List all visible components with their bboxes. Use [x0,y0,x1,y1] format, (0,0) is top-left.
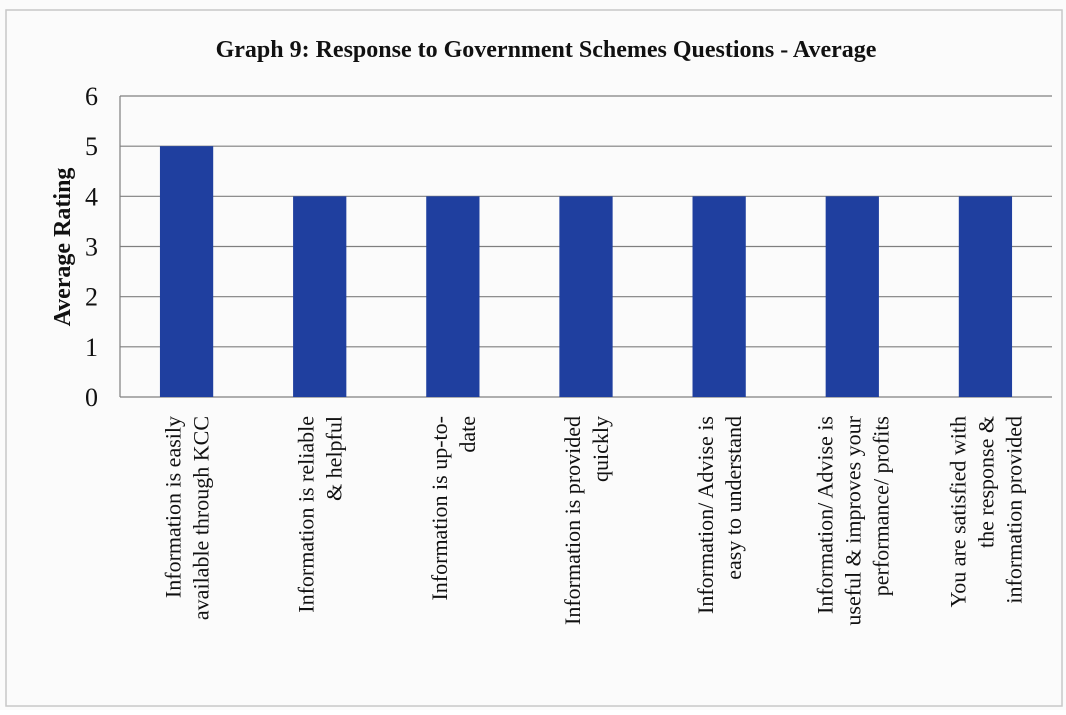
x-tick-labels: Information is easily available through K… [161,415,1027,625]
x-tick-label-line: Information/ Advise is [812,416,837,614]
x-tick-label-line: & helpful [322,416,347,501]
x-tick-label-line: performance/ profits [868,416,893,596]
x-tick-label: Information is easily available through K… [161,416,214,620]
chart-title: Graph 9: Response to Government Schemes … [216,37,877,63]
bar [825,196,879,397]
bar [559,196,613,397]
bar [159,146,214,397]
x-tick-label-line: quickly [588,416,613,482]
y-tick-label: 6 [85,82,98,111]
x-tick-label-line: easy to understand [721,416,746,580]
x-tick-label-line: useful & improves your [840,415,865,625]
x-tick-label-line: date [455,416,480,453]
bar [692,196,746,397]
x-tick-label: Information is provided quickly [560,416,613,625]
x-tick-label: You are satisfied with the response & info… [945,416,1026,607]
y-tick-label: 3 [85,233,98,262]
chart-border [5,9,1063,707]
x-tick-label-line: Information is easily [161,416,186,598]
x-tick-label-line: information provided [1001,416,1026,604]
x-tick-label: Information is up-to-date [427,416,480,601]
y-axis-label: Average Rating [50,168,76,327]
x-tick-label-line: Information is up-to- [427,416,452,601]
bar [293,196,347,397]
gridlines [119,95,1052,398]
y-tick-label: 4 [85,182,98,211]
x-tick-label-line: You are satisfied with [945,416,970,607]
x-tick-label: Information/ Advise is easy to understand [693,416,746,614]
x-tick-label-line: Information is provided [560,416,585,625]
bar [958,196,1013,397]
y-tick-labels: 0 1 2 3 4 5 6 [85,82,98,412]
x-tick-label-line: Information/ Advise is [693,416,718,614]
y-tick-label: 5 [85,132,98,161]
bar [426,196,480,397]
x-tick-label-line: available through KCC [189,416,214,620]
x-tick-label: Information/ Advise is useful & improves … [812,415,893,625]
x-tick-label: Information is reliable & helpful [294,416,347,613]
y-tick-label: 2 [85,283,98,312]
x-tick-label-line: the response & [973,416,998,548]
bars [159,146,1013,397]
y-tick-label: 0 [85,383,98,412]
y-tick-label: 1 [85,333,98,362]
x-tick-label-line: Information is reliable [294,416,319,613]
